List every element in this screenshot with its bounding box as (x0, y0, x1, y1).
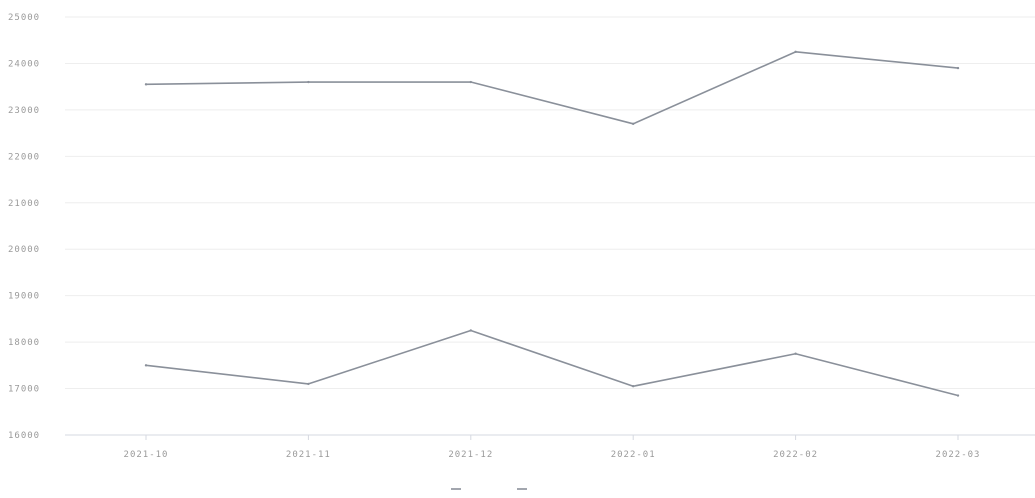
data-point-series-1 (469, 80, 472, 84)
y-tick-label: 21000 (8, 199, 40, 209)
data-point-series-1 (956, 66, 960, 70)
x-tick-label: 2021-10 (124, 450, 169, 460)
x-tick-label: 2022-02 (773, 450, 818, 460)
x-tick-label: 2021-11 (286, 450, 331, 460)
data-point-series-2 (469, 329, 472, 332)
y-tick-label: 22000 (8, 152, 40, 162)
y-tick-label: 17000 (8, 385, 40, 395)
data-point-series-2 (794, 352, 797, 355)
y-tick-label: 24000 (8, 59, 40, 69)
series-line-2 (145, 329, 959, 397)
x-tick-label: 2022-03 (936, 450, 981, 460)
series-line-1 (145, 51, 959, 125)
x-tick-label: 2021-12 (448, 450, 493, 460)
y-tick-label: 18000 (8, 338, 40, 348)
x-tick-label: 2022-01 (611, 450, 656, 460)
data-point-series-2 (632, 385, 635, 388)
data-point-series-2 (956, 394, 960, 397)
data-point-series-1 (632, 122, 635, 126)
y-tick-label: 16000 (8, 431, 40, 441)
y-tick-label: 23000 (8, 106, 40, 116)
data-point-series-2 (307, 382, 310, 386)
data-point-series-1 (144, 83, 148, 86)
data-point-series-1 (307, 80, 310, 84)
data-point-series-1 (794, 50, 797, 54)
y-tick-label: 25000 (8, 13, 40, 23)
data-point-series-2 (144, 364, 148, 367)
y-tick-label: 20000 (8, 245, 40, 255)
y-tick-label: 19000 (8, 292, 40, 302)
